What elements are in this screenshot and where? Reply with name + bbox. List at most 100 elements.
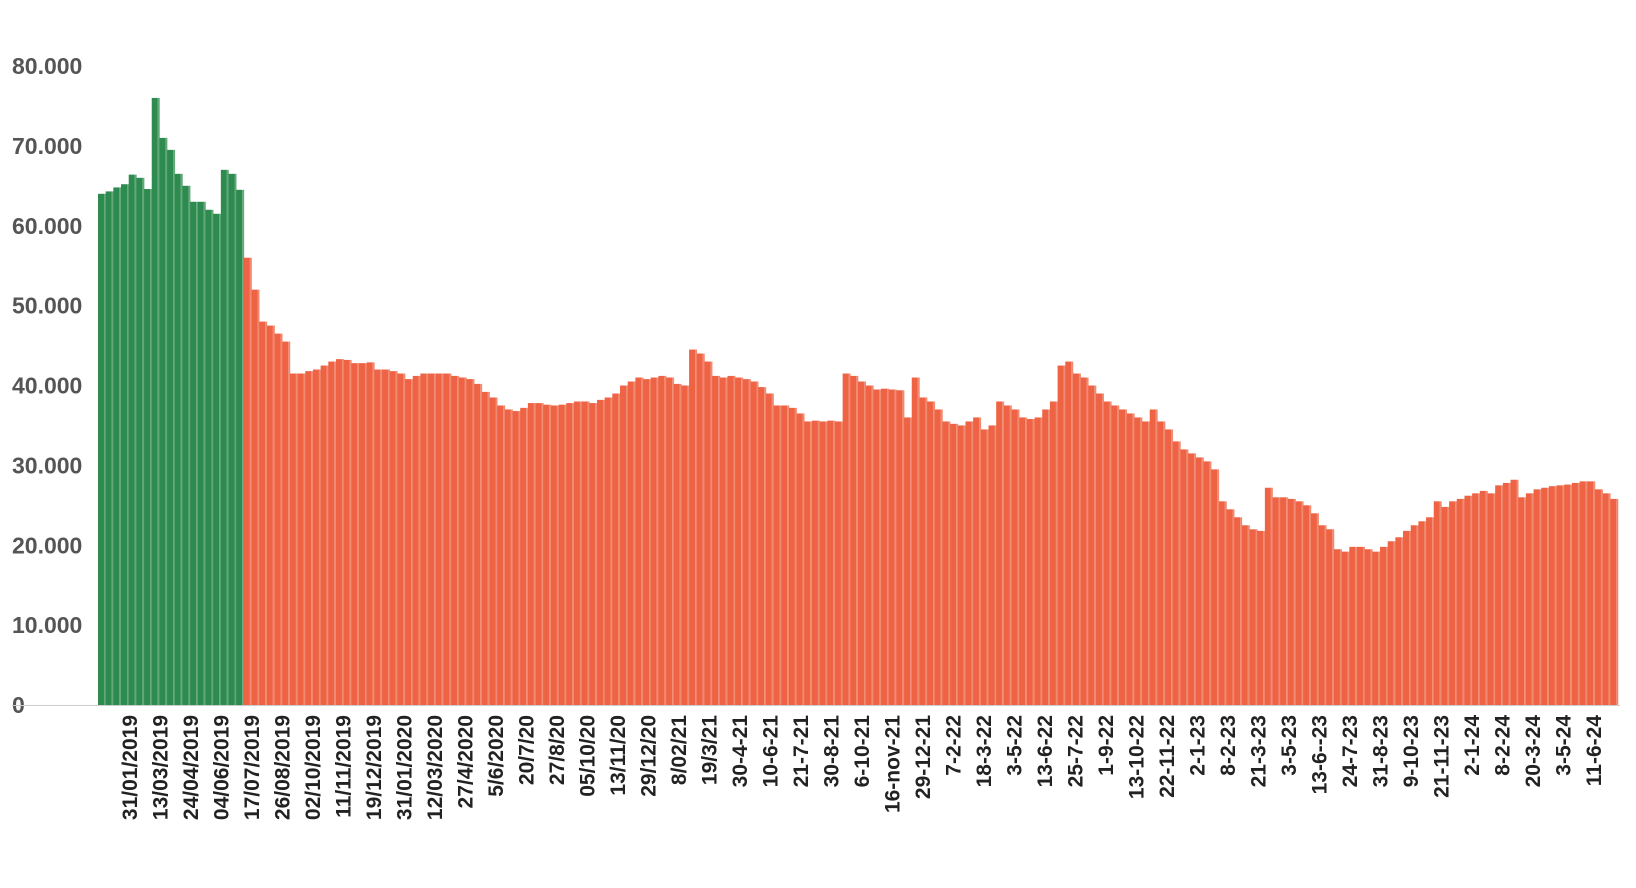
bar-gap-s1-154 xyxy=(1432,517,1435,705)
bar-s1-90 xyxy=(934,409,941,705)
x-tick-label: 20/7/20 xyxy=(516,715,539,785)
y-tick-label: 40.000 xyxy=(12,373,82,399)
bar-s1-29 xyxy=(466,379,473,705)
bar-s1-128 xyxy=(1226,509,1233,705)
bar-gap-s1-166 xyxy=(1524,497,1527,705)
bar-s1-159 xyxy=(1464,495,1471,705)
bar-s1-35 xyxy=(512,411,519,705)
bar-gap-s1-115 xyxy=(1132,413,1135,705)
x-tick-label: 3-5-22 xyxy=(1004,715,1027,776)
bar-s1-103 xyxy=(1034,417,1041,705)
bar-gap-s1-84 xyxy=(894,389,897,705)
bar-gap-s1-90 xyxy=(940,409,943,705)
bar-gap-s1-138 xyxy=(1309,505,1312,705)
bar-gap-s1-1 xyxy=(257,289,260,705)
bar-gap-s1-148 xyxy=(1386,546,1388,705)
bar-gap-s1-176 xyxy=(1600,489,1603,705)
bar-gap-s1-155 xyxy=(1439,501,1442,705)
x-tick-label: 04/06/2019 xyxy=(211,715,234,820)
bar-s1-78 xyxy=(842,373,849,705)
bar-gap-s1-122 xyxy=(1186,449,1189,705)
bar-gap-s1-23 xyxy=(426,373,429,705)
bar-s1-167 xyxy=(1525,493,1532,705)
bar-s1-139 xyxy=(1310,513,1317,705)
bar-s1-163 xyxy=(1495,485,1502,705)
x-tick-label: 19/12/2019 xyxy=(363,715,386,820)
bar-s1-79 xyxy=(850,375,857,705)
bar-gap-s1-96 xyxy=(986,429,989,705)
bar-s1-87 xyxy=(911,377,918,705)
bar-s1-25 xyxy=(435,373,442,705)
bar-s1-3 xyxy=(266,325,273,705)
bar-s1-77 xyxy=(834,421,841,705)
bar-s1-50 xyxy=(627,381,634,705)
bar-s1-142 xyxy=(1333,549,1340,705)
bar-s1-36 xyxy=(520,407,527,705)
bar-s1-23 xyxy=(420,373,427,705)
bar-s1-153 xyxy=(1418,521,1425,705)
bar-s1-175 xyxy=(1587,481,1594,705)
bar-s0-3 xyxy=(121,184,128,706)
y-tick-label: 30.000 xyxy=(12,452,82,478)
bar-s1-44 xyxy=(581,401,588,705)
bar-gap-s1-99 xyxy=(1009,405,1012,705)
y-tick-label: 20.000 xyxy=(12,532,82,558)
bar-gap-s1-58 xyxy=(695,349,698,705)
x-tick-label: 13/11/20 xyxy=(607,715,630,796)
bar-gap-s0-16 xyxy=(226,169,229,706)
bar-s1-86 xyxy=(904,417,911,705)
bar-gap-s0-8 xyxy=(165,137,168,705)
x-tick-label: 16-nov-21 xyxy=(882,715,905,813)
bar-gap-s1-63 xyxy=(733,375,736,705)
bar-gap-s1-103 xyxy=(1040,417,1043,705)
bar-s1-107 xyxy=(1065,361,1072,705)
bar-gap-s1-153 xyxy=(1424,521,1427,705)
bar-gap-s1-57 xyxy=(687,385,690,705)
bar-gap-s1-50 xyxy=(633,381,636,705)
bar-gap-s1-6 xyxy=(295,373,298,705)
bar-s1-34 xyxy=(504,409,511,705)
bar-s1-73 xyxy=(804,421,811,705)
bar-gap-s1-136 xyxy=(1293,498,1296,705)
bar-s1-13 xyxy=(343,359,350,705)
bar-gap-s1-26 xyxy=(449,373,452,705)
bar-gap-s1-49 xyxy=(626,385,628,705)
x-tick-label: 21-7-21 xyxy=(790,715,813,788)
bar-gap-s1-25 xyxy=(441,373,444,705)
bar-gap-s1-20 xyxy=(403,373,406,705)
bar-s1-164 xyxy=(1502,482,1509,705)
bar-gap-s1-83 xyxy=(887,388,890,705)
bar-s1-124 xyxy=(1195,457,1202,705)
bar-gap-s1-131 xyxy=(1255,529,1258,705)
bar-gap-s1-93 xyxy=(963,425,966,705)
bar-s1-150 xyxy=(1395,537,1402,705)
bar-gap-s1-113 xyxy=(1117,405,1120,705)
bar-gap-s1-4 xyxy=(280,333,283,705)
bar-gap-s1-158 xyxy=(1462,498,1465,705)
bar-s1-119 xyxy=(1157,421,1164,705)
bar-gap-s1-167 xyxy=(1531,493,1534,705)
y-tick-label: 50.000 xyxy=(12,293,82,319)
bar-gap-s0-4 xyxy=(134,174,137,705)
bar-gap-s1-144 xyxy=(1355,546,1358,705)
bar-s1-122 xyxy=(1180,449,1187,705)
bar-gap-s1-74 xyxy=(817,420,820,705)
x-tick-label: 27/8/20 xyxy=(546,715,569,785)
bar-s1-127 xyxy=(1218,501,1225,705)
bar-s0-14 xyxy=(205,209,212,705)
bar-gap-s1-2 xyxy=(265,321,268,705)
bar-gap-s1-82 xyxy=(879,389,882,705)
bar-gap-s0-0 xyxy=(103,193,106,706)
bar-gap-s1-133 xyxy=(1270,487,1273,705)
bar-s1-69 xyxy=(773,405,780,705)
bar-s1-32 xyxy=(489,397,496,705)
bar-s1-54 xyxy=(658,375,665,705)
x-tick-label: 7-2-22 xyxy=(943,715,966,776)
bar-gap-s1-98 xyxy=(1002,401,1005,705)
bar-s1-47 xyxy=(604,397,611,705)
bar-gap-s1-9 xyxy=(318,369,321,705)
bar-s1-31 xyxy=(481,391,488,705)
bar-gap-s1-32 xyxy=(495,397,498,705)
bar-s1-171 xyxy=(1556,485,1563,705)
bar-s1-26 xyxy=(443,373,450,705)
